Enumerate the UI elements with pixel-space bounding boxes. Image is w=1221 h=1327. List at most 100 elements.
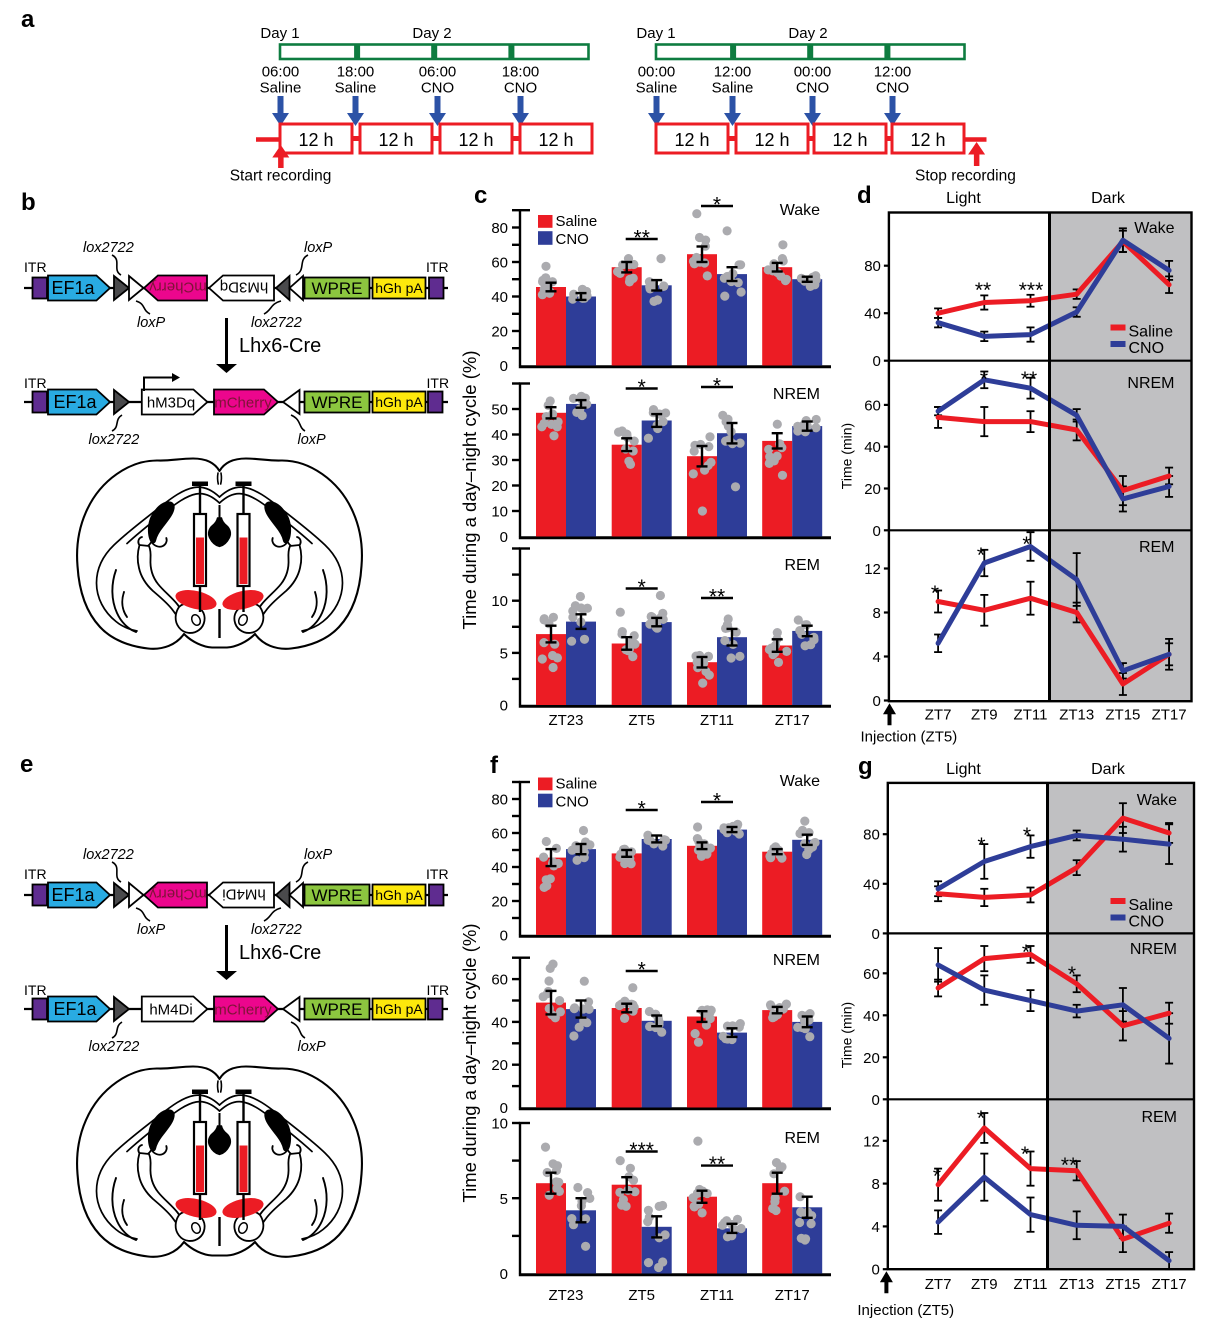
svg-text:ZT7: ZT7 [925,1276,952,1293]
svg-text:Wake: Wake [1137,792,1177,809]
svg-text:*: * [638,798,646,821]
svg-text:18:00: 18:00 [502,64,540,81]
svg-text:*: * [1068,963,1076,986]
svg-text:*: * [638,576,646,599]
svg-text:Light: Light [946,190,981,207]
svg-text:0: 0 [500,358,508,375]
svg-text:80: 80 [491,220,508,237]
svg-text:20: 20 [491,324,508,341]
svg-text:10: 10 [491,1116,508,1133]
svg-text:12 h: 12 h [910,130,945,150]
svg-text:Day 1: Day 1 [636,25,675,42]
svg-text:*: * [1022,941,1030,964]
svg-text:*: * [713,194,721,217]
svg-text:hM3Dq: hM3Dq [220,279,268,296]
svg-text:*: * [931,582,939,605]
svg-text:0: 0 [871,926,879,943]
svg-text:REM: REM [1139,539,1175,556]
svg-text:0: 0 [873,693,881,710]
svg-text:Saline: Saline [260,80,302,97]
svg-text:Wake: Wake [1134,220,1174,237]
svg-text:ZT23: ZT23 [548,712,583,729]
svg-text:12 h: 12 h [754,130,789,150]
svg-text:lox2722: lox2722 [83,240,134,256]
svg-text:00:00: 00:00 [638,64,676,81]
svg-text:40: 40 [863,876,880,893]
svg-text:20: 20 [491,1057,508,1074]
svg-text:ZT17: ZT17 [775,712,810,729]
svg-text:12 h: 12 h [458,130,493,150]
svg-text:EF1a: EF1a [51,885,95,905]
svg-text:10: 10 [491,593,508,610]
svg-text:CNO: CNO [876,80,909,97]
svg-text:NREM: NREM [1127,375,1174,392]
svg-text:b: b [21,189,36,216]
svg-text:12 h: 12 h [832,130,867,150]
svg-text:Wake: Wake [780,773,820,790]
svg-text:ZT9: ZT9 [971,707,998,724]
svg-text:*: * [1022,533,1030,556]
svg-text:hM3Dq: hM3Dq [147,395,195,412]
svg-text:8: 8 [871,1176,879,1193]
svg-text:Dark: Dark [1091,190,1126,207]
svg-text:0: 0 [873,353,881,370]
svg-text:12 h: 12 h [298,130,333,150]
svg-text:12 h: 12 h [674,130,709,150]
svg-text:0: 0 [500,698,508,715]
svg-text:ZT23: ZT23 [548,1287,583,1304]
svg-text:*: * [1023,824,1031,847]
svg-text:4: 4 [871,1219,879,1236]
svg-text:Time (min): Time (min) [839,423,855,489]
svg-text:WPRE: WPRE [312,886,363,905]
svg-text:12:00: 12:00 [874,64,912,81]
svg-text:hGh pA: hGh pA [375,887,423,903]
svg-text:40: 40 [864,306,881,323]
svg-text:NREM: NREM [1130,941,1177,958]
svg-text:**: ** [709,586,725,609]
svg-text:*: * [933,1165,941,1188]
svg-text:ITR: ITR [24,375,47,391]
svg-text:06:00: 06:00 [262,64,300,81]
svg-text:*: * [980,368,988,391]
svg-text:60: 60 [863,966,880,983]
svg-text:lox2722: lox2722 [251,922,302,938]
svg-text:mCherry: mCherry [149,279,207,296]
svg-text:Injection (ZT5): Injection (ZT5) [857,1302,954,1319]
svg-text:ZT13: ZT13 [1059,707,1094,724]
svg-text:**: ** [1061,1154,1077,1177]
svg-text:CNO: CNO [421,80,454,97]
svg-text:12:00: 12:00 [714,64,752,81]
svg-text:c: c [474,182,487,209]
svg-text:mCherry: mCherry [149,886,207,903]
svg-text:ZT17: ZT17 [1152,1276,1187,1293]
svg-text:***: *** [629,1139,654,1162]
svg-text:Dark: Dark [1091,761,1126,778]
svg-text:ITR: ITR [426,259,449,275]
svg-text:Saline: Saline [636,80,678,97]
svg-text:ZT17: ZT17 [775,1287,810,1304]
svg-text:80: 80 [864,258,881,275]
svg-text:hGh pA: hGh pA [375,1001,423,1017]
svg-text:hM4Di: hM4Di [149,1002,192,1019]
svg-text:EF1a: EF1a [53,392,97,412]
svg-text:40: 40 [863,1008,880,1025]
svg-text:ZT5: ZT5 [628,712,655,729]
svg-text:Saline: Saline [335,80,377,97]
svg-text:06:00: 06:00 [419,64,457,81]
svg-text:Day 2: Day 2 [788,25,827,42]
svg-text:0: 0 [873,523,881,540]
svg-text:Saline: Saline [712,80,754,97]
svg-text:loxP: loxP [298,432,327,448]
svg-text:20: 20 [491,894,508,911]
svg-text:20: 20 [491,478,508,495]
svg-text:REM: REM [784,557,820,574]
svg-text:loxP: loxP [298,1039,327,1055]
svg-text:*: * [977,834,985,857]
svg-text:**: ** [975,279,991,302]
svg-text:a: a [21,6,35,33]
svg-text:40: 40 [491,289,508,306]
svg-text:80: 80 [491,792,508,809]
svg-text:0: 0 [500,1100,508,1117]
svg-text:*: * [977,544,985,567]
svg-text:mCherry: mCherry [214,395,272,412]
